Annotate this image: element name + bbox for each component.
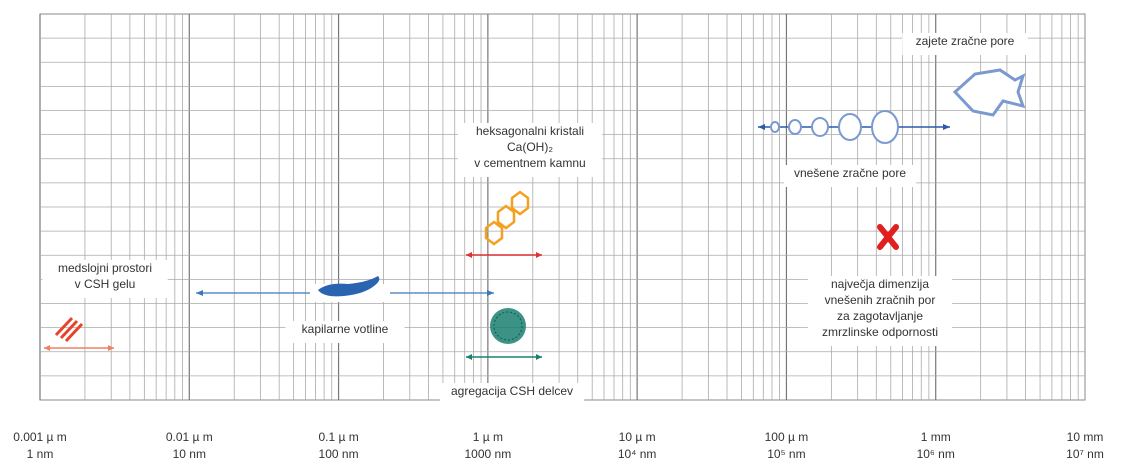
tick-label-nm: 10⁷ nm xyxy=(1066,447,1104,461)
tick-label-nm: 10⁵ nm xyxy=(767,447,805,461)
tick-label-um: 1 mm xyxy=(921,430,951,444)
label: zajete zračne pore xyxy=(916,34,1015,48)
label: vnešene zračne pore xyxy=(794,166,906,180)
label: Ca(OH)₂ xyxy=(507,140,553,154)
tick-label-nm: 1 nm xyxy=(27,447,54,461)
tick-label-um: 1 µ m xyxy=(473,430,503,444)
tick-label-um: 10 µ m xyxy=(619,430,656,444)
labels: zajete zračne pore heksagonalni kristali C… xyxy=(42,33,1027,405)
label: kapilarne votline xyxy=(302,322,389,336)
tick-label-um: 0.001 µ m xyxy=(13,430,67,444)
tick-label-nm: 10⁴ nm xyxy=(618,447,657,461)
tick-label-um: 0.01 µ m xyxy=(166,430,213,444)
axis-labels: 0.001 µ m 1 nm 0.01 µ m 10 nm 0.1 µ m 100 nm 1… xyxy=(13,430,1104,461)
tick-label-um: 100 µ m xyxy=(765,430,809,444)
tick-label-nm: 10 nm xyxy=(173,447,206,461)
tick-label-um: 10 mm xyxy=(1067,430,1104,444)
label: v cementnem kamnu xyxy=(474,156,585,170)
tick-label-nm: 1000 nm xyxy=(465,447,512,461)
label: agregacija CSH delcev xyxy=(451,384,573,398)
label: zmrzlinske odpornosti xyxy=(822,325,938,339)
label: v CSH gelu xyxy=(75,277,136,291)
tick-label-um: 0.1 µ m xyxy=(318,430,358,444)
tick-label-nm: 10⁶ nm xyxy=(917,447,955,461)
label: za zagotavljanje xyxy=(837,309,923,323)
tick-label-nm: 100 nm xyxy=(319,447,359,461)
label: vnešenih zračnih por xyxy=(825,293,936,307)
label: heksagonalni kristali xyxy=(476,124,584,138)
label: medslojni prostori xyxy=(58,261,152,275)
diagram: zajete zračne pore heksagonalni kristali C… xyxy=(0,0,1121,463)
label: največja dimenzija xyxy=(831,277,929,291)
